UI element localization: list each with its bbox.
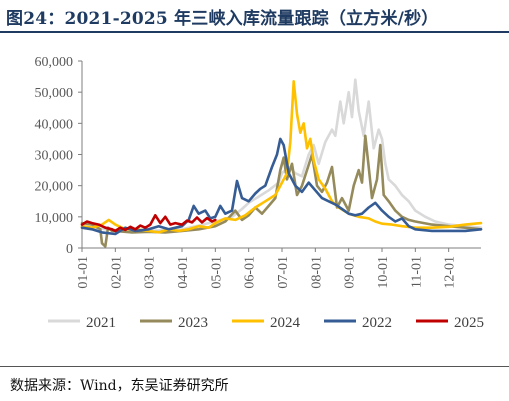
series-line-2022 [80, 137, 483, 236]
source-note: 数据来源：Wind，东吴证券研究所 [10, 378, 229, 394]
y-tick-label: 50,000 [35, 86, 74, 101]
figure-header: 图24：2021-2025 年三峡入库流量跟踪（立方米/秒） [0, 0, 509, 34]
y-tick-label: 0 [66, 242, 73, 257]
figure-title: 图24：2021-2025 年三峡入库流量跟踪（立方米/秒） [6, 9, 439, 29]
x-tick-label: 02-01 [109, 256, 124, 289]
x-tick-label: 09-01 [343, 256, 358, 289]
x-tick-label: 03-01 [143, 256, 158, 289]
x-tick-label: 12-01 [443, 256, 458, 289]
legend-label-2021: 2021 [86, 315, 116, 331]
title-divider [0, 31, 509, 33]
x-tick-label: 04-01 [176, 256, 191, 289]
x-tick-label: 08-01 [309, 256, 324, 289]
line-chart: 0 10,000 20,000 30,000 40,000 50,000 60,000 01… [35, 55, 485, 331]
legend: 2021 2023 2024 2022 2025 [48, 315, 484, 331]
y-tick-label: 40,000 [35, 117, 74, 132]
legend-label-2022: 2022 [362, 315, 392, 331]
x-tick-label: 06-01 [243, 256, 258, 289]
x-tick-label: 07-01 [276, 256, 291, 289]
series-layer [80, 78, 483, 248]
legend-label-2025: 2025 [454, 315, 484, 331]
x-tick-label: 05-01 [209, 256, 224, 289]
legend-label-2023: 2023 [178, 315, 208, 331]
series-line-2021 [80, 78, 483, 233]
y-tick-label: 30,000 [35, 149, 74, 164]
series-line-2024 [80, 80, 483, 234]
footer-divider [0, 366, 509, 367]
x-tick-label: 11-01 [409, 256, 424, 288]
y-tick-label: 20,000 [35, 180, 74, 195]
series-line-2025 [80, 214, 217, 233]
y-tick-label: 10,000 [35, 211, 74, 226]
y-tick-label: 60,000 [35, 55, 74, 70]
y-axis: 0 10,000 20,000 30,000 40,000 50,000 60,000 [35, 55, 83, 257]
x-tick-label: 01-01 [76, 256, 91, 289]
x-axis: 01-01 02-01 03-01 04-01 05-01 06-01 07-01 08-01… [76, 247, 481, 289]
x-tick-label: 10-01 [376, 256, 391, 289]
legend-label-2024: 2024 [270, 315, 301, 331]
